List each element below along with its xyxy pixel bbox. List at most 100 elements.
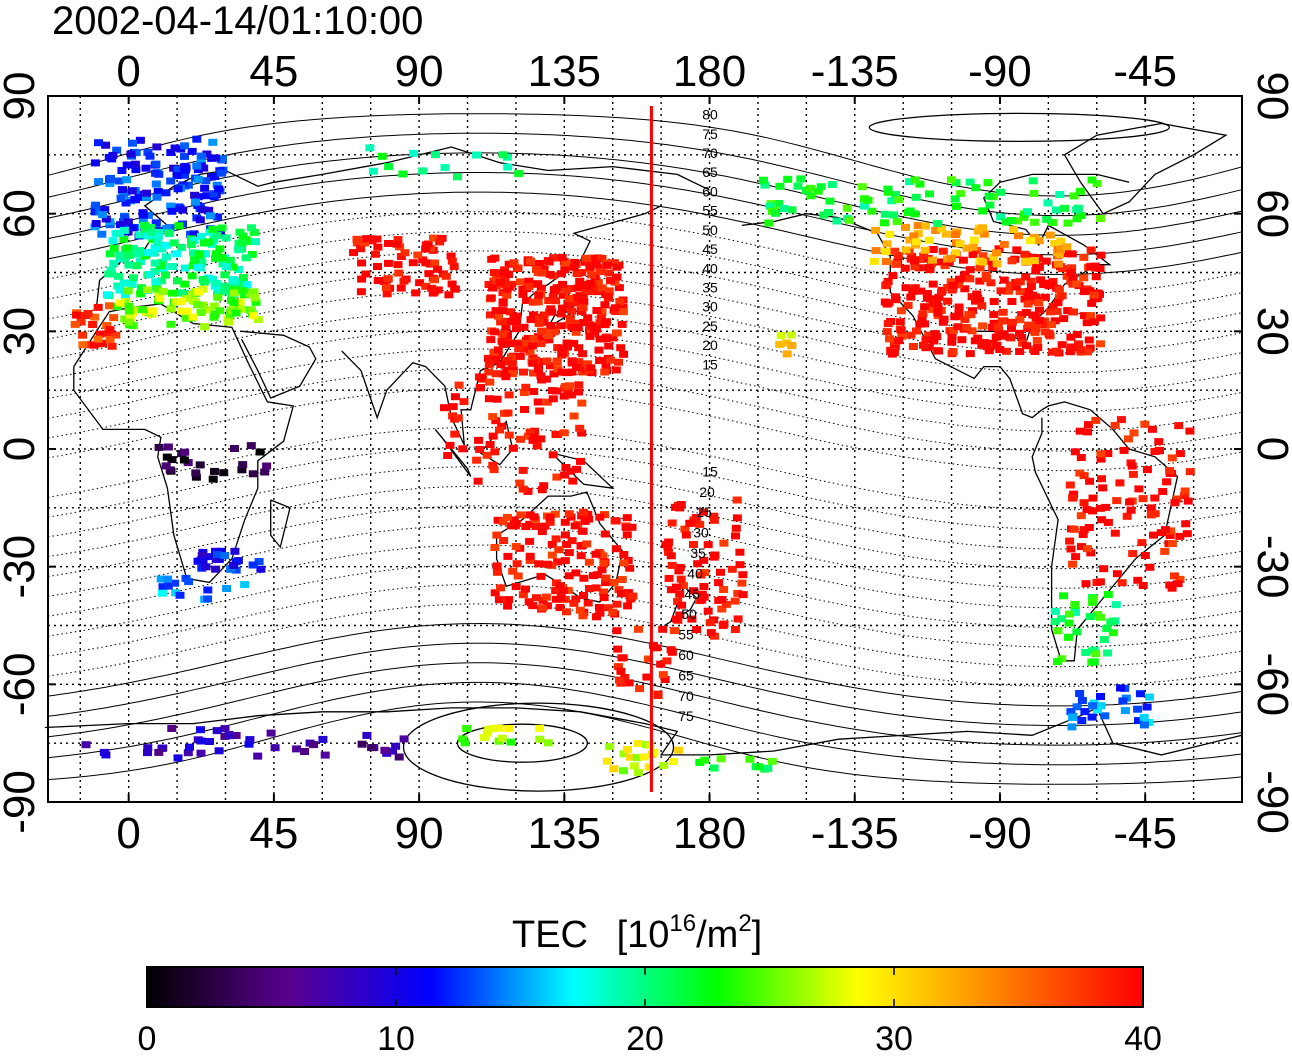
tec-pixel (782, 350, 792, 358)
tec-pixel (427, 284, 437, 292)
tec-pixel (560, 531, 570, 539)
tec-pixel (933, 219, 943, 227)
tec-pixel (595, 268, 605, 276)
tec-pixel (231, 732, 241, 739)
tec-pixel (180, 448, 190, 456)
tec-pixel (1064, 619, 1074, 627)
tec-pixel (248, 470, 258, 478)
tec-pixel (394, 269, 404, 277)
tec-pixel (1040, 317, 1049, 325)
tec-pixel (1031, 314, 1041, 322)
tec-pixel (1095, 504, 1105, 512)
tec-pixel (806, 184, 816, 192)
tec-pixel (445, 441, 455, 449)
tec-pixel (775, 340, 785, 348)
tec-pixel (612, 627, 622, 635)
y-tick-label-right: 90 (1248, 72, 1292, 121)
tec-pixel (130, 195, 140, 203)
tec-pixel (1015, 348, 1025, 355)
tec-pixel (567, 537, 577, 545)
tec-pixel (163, 443, 173, 451)
tec-pixel (91, 201, 101, 209)
tec-pixel (123, 244, 133, 252)
tec-pixel (993, 323, 1003, 331)
tec-pixel (549, 370, 559, 378)
tec-pixel (937, 225, 947, 233)
tec-pixel (1067, 264, 1077, 272)
tec-pixel (230, 277, 239, 285)
tec-pixel (612, 263, 622, 271)
tec-pixel (971, 184, 981, 192)
tec-pixel (1036, 276, 1046, 284)
tec-pixel (557, 253, 567, 261)
tec-pixel (619, 559, 629, 567)
tec-pixel (709, 764, 719, 772)
tec-pixel (548, 395, 558, 403)
tec-pixel (415, 279, 425, 287)
tec-pixel (1112, 497, 1122, 505)
tec-pixel (1023, 208, 1032, 216)
tec-pixel (151, 180, 161, 188)
tec-pixel (560, 471, 570, 479)
tec-pixel (72, 311, 82, 319)
tec-pixel (1091, 650, 1101, 658)
tec-pixel (586, 364, 596, 372)
tec-pixel (1101, 503, 1111, 511)
tec-pixel (1085, 477, 1095, 485)
tec-pixel (1077, 543, 1086, 551)
tec-pixel (113, 282, 123, 290)
tec-pixel (921, 336, 931, 344)
contour-label: 25 (696, 504, 712, 520)
tec-pixel (185, 743, 194, 751)
tec-pixel (787, 206, 797, 214)
tec-pixel (119, 218, 129, 226)
tec-pixel (687, 615, 697, 623)
tec-pixel (1072, 628, 1082, 636)
tec-pixel (166, 202, 176, 210)
tec-pixel (1034, 263, 1044, 271)
tec-pixel (933, 303, 943, 310)
tec-pixel (544, 336, 554, 344)
tec-pixel (115, 251, 125, 259)
tec-pixel (911, 193, 921, 201)
tec-pixel (508, 370, 518, 378)
tec-pixel (167, 207, 177, 215)
tec-pixel (143, 148, 153, 156)
tec-pixel (1055, 191, 1065, 198)
tec-pixel (1072, 703, 1082, 711)
tec-pixel (1096, 215, 1106, 222)
tec-pixel (796, 175, 806, 183)
tec-pixel (1069, 525, 1079, 533)
tec-pixel (615, 298, 625, 305)
tec-pixel (518, 290, 528, 298)
tec-pixel (1045, 231, 1055, 239)
tec-pixel (1127, 462, 1137, 470)
y-tick-label-left: 0 (0, 437, 44, 461)
tec-pixel (934, 293, 944, 301)
tec-pixel (487, 255, 497, 263)
tec-pixel (135, 231, 145, 239)
tec-pixel (984, 347, 994, 355)
tec-pixel (622, 531, 632, 539)
tec-pixel (195, 461, 205, 469)
tec-pixel (570, 522, 580, 530)
tec-pixel (109, 314, 119, 322)
tec-pixel (591, 286, 601, 294)
tec-pixel (117, 186, 127, 194)
tec-pixel (1030, 348, 1040, 355)
contour-label: 70 (702, 145, 718, 161)
tec-pixel (507, 318, 516, 325)
tec-pixel (896, 326, 906, 334)
tec-pixel (1026, 277, 1036, 285)
tec-pixel (910, 176, 920, 184)
tec-pixel (400, 249, 410, 257)
tec-pixel (255, 448, 265, 456)
tec-pixel (148, 307, 157, 315)
tec-pixel (320, 751, 330, 759)
magnetic-contour (456, 723, 589, 763)
tec-pixel (1096, 693, 1105, 700)
tec-pixel (574, 388, 583, 396)
tec-pixel (209, 302, 219, 310)
tec-pixel (924, 343, 934, 351)
tec-pixel (114, 229, 124, 237)
